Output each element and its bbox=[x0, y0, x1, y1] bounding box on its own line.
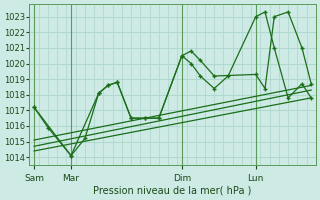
X-axis label: Pression niveau de la mer( hPa ): Pression niveau de la mer( hPa ) bbox=[93, 186, 252, 196]
